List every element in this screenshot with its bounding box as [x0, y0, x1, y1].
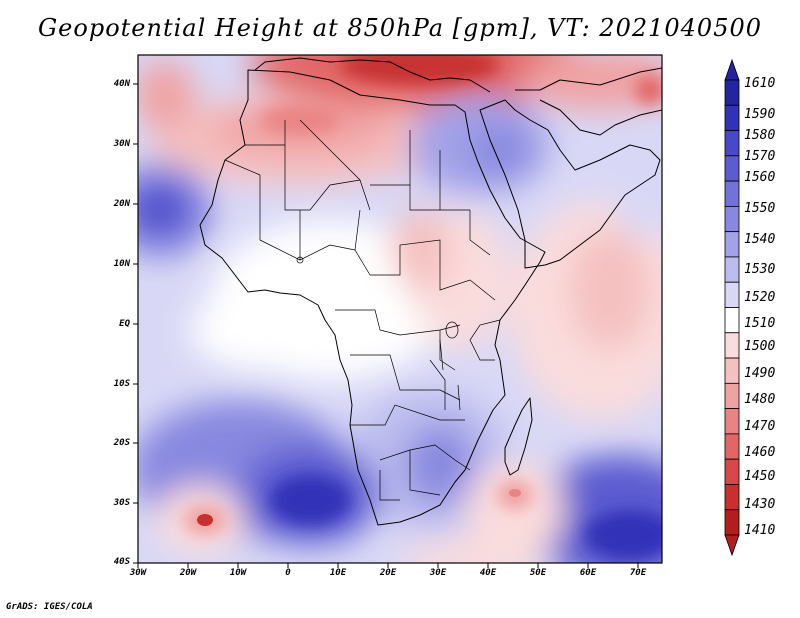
lon-label-60e: 60E: [579, 568, 597, 578]
colorbar-label-1490: 1490: [744, 366, 776, 381]
lat-label-eq: EQ: [119, 319, 130, 329]
lon-label-70e: 70E: [629, 568, 647, 578]
grads-credit: GrADS: IGES/COLA: [6, 602, 93, 612]
colorbar-label-1480: 1480: [744, 392, 776, 407]
south-atlantic-high-core: [197, 514, 213, 526]
lon-label-0: 0: [285, 568, 291, 578]
colorbar-label-1540: 1540: [744, 232, 776, 247]
lon-label-20e: 20E: [379, 568, 397, 578]
colorbar-arrow-top: [724, 58, 740, 81]
lon-label-20w: 20W: [179, 568, 197, 578]
colorbar-swatch: [724, 180, 740, 207]
lat-label-20n: 20N: [113, 199, 130, 209]
colorbar-label-1450: 1450: [744, 469, 776, 484]
colorbar-swatch: [724, 357, 740, 384]
colorbar-swatch: [724, 130, 740, 157]
colorbar-swatch: [724, 307, 740, 334]
colorbar: [724, 58, 740, 557]
colorbar-label-1460: 1460: [744, 445, 776, 460]
colorbar-swatch: [724, 332, 740, 359]
colorbar-swatch: [724, 433, 740, 460]
map-frame: [137, 54, 663, 564]
colorbar-swatch: [724, 231, 740, 258]
colorbar-swatch: [724, 281, 740, 308]
colorbar-arrow-bottom: [724, 534, 740, 557]
colorbar-swatch: [724, 104, 740, 131]
colorbar-swatch: [724, 205, 740, 233]
lon-label-10w: 10W: [229, 568, 247, 578]
colorbar-swatch: [724, 155, 740, 182]
colorbar-swatch: [724, 408, 740, 435]
colorbar-swatch: [724, 382, 740, 410]
colorbar-label-1430: 1430: [744, 497, 776, 512]
colorbar-swatch: [724, 484, 740, 511]
lat-label-40s: 40S: [113, 557, 130, 567]
colorbar-swatch: [724, 458, 740, 485]
lat-label-30s: 30S: [113, 498, 130, 508]
colorbar-label-1610: 1610: [744, 76, 776, 91]
coastlines: [199, 57, 662, 526]
lat-label-30n: 30N: [113, 139, 130, 149]
lon-label-30w: 30W: [129, 568, 147, 578]
colorbar-label-1470: 1470: [744, 419, 776, 434]
colorbar-label-1510: 1510: [744, 316, 776, 331]
lat-label-20s: 20S: [113, 438, 130, 448]
colorbar-label-1530: 1530: [744, 262, 776, 277]
lakes: [296, 256, 461, 411]
colorbar-swatch: [724, 79, 740, 106]
lon-label-30e: 30E: [429, 568, 447, 578]
lon-label-50e: 50E: [529, 568, 547, 578]
lat-label-40n: 40N: [113, 79, 130, 89]
colorbar-label-1590: 1590: [744, 107, 776, 122]
colorbar-label-1410: 1410: [744, 523, 776, 538]
lat-ticks: [133, 83, 138, 564]
mozambique-high-core: [509, 489, 521, 497]
colorbar-label-1580: 1580: [744, 128, 776, 143]
colorbar-label-1560: 1560: [744, 170, 776, 185]
colorbar-label-1550: 1550: [744, 201, 776, 216]
lat-label-10n: 10N: [113, 259, 130, 269]
colorbar-label-1500: 1500: [744, 339, 776, 354]
height-field: [138, 55, 662, 563]
lon-label-10e: 10E: [329, 568, 347, 578]
country-borders: [224, 119, 501, 501]
colorbar-swatch: [724, 256, 740, 283]
map-title: Geopotential Height at 850hPa [gpm], VT:…: [38, 14, 762, 42]
colorbar-label-1520: 1520: [744, 290, 776, 305]
colorbar-swatch: [724, 509, 740, 536]
lon-label-40e: 40E: [479, 568, 497, 578]
lon-ticks: [137, 563, 639, 568]
lat-label-10s: 10S: [113, 379, 130, 389]
colorbar-label-1570: 1570: [744, 149, 776, 164]
